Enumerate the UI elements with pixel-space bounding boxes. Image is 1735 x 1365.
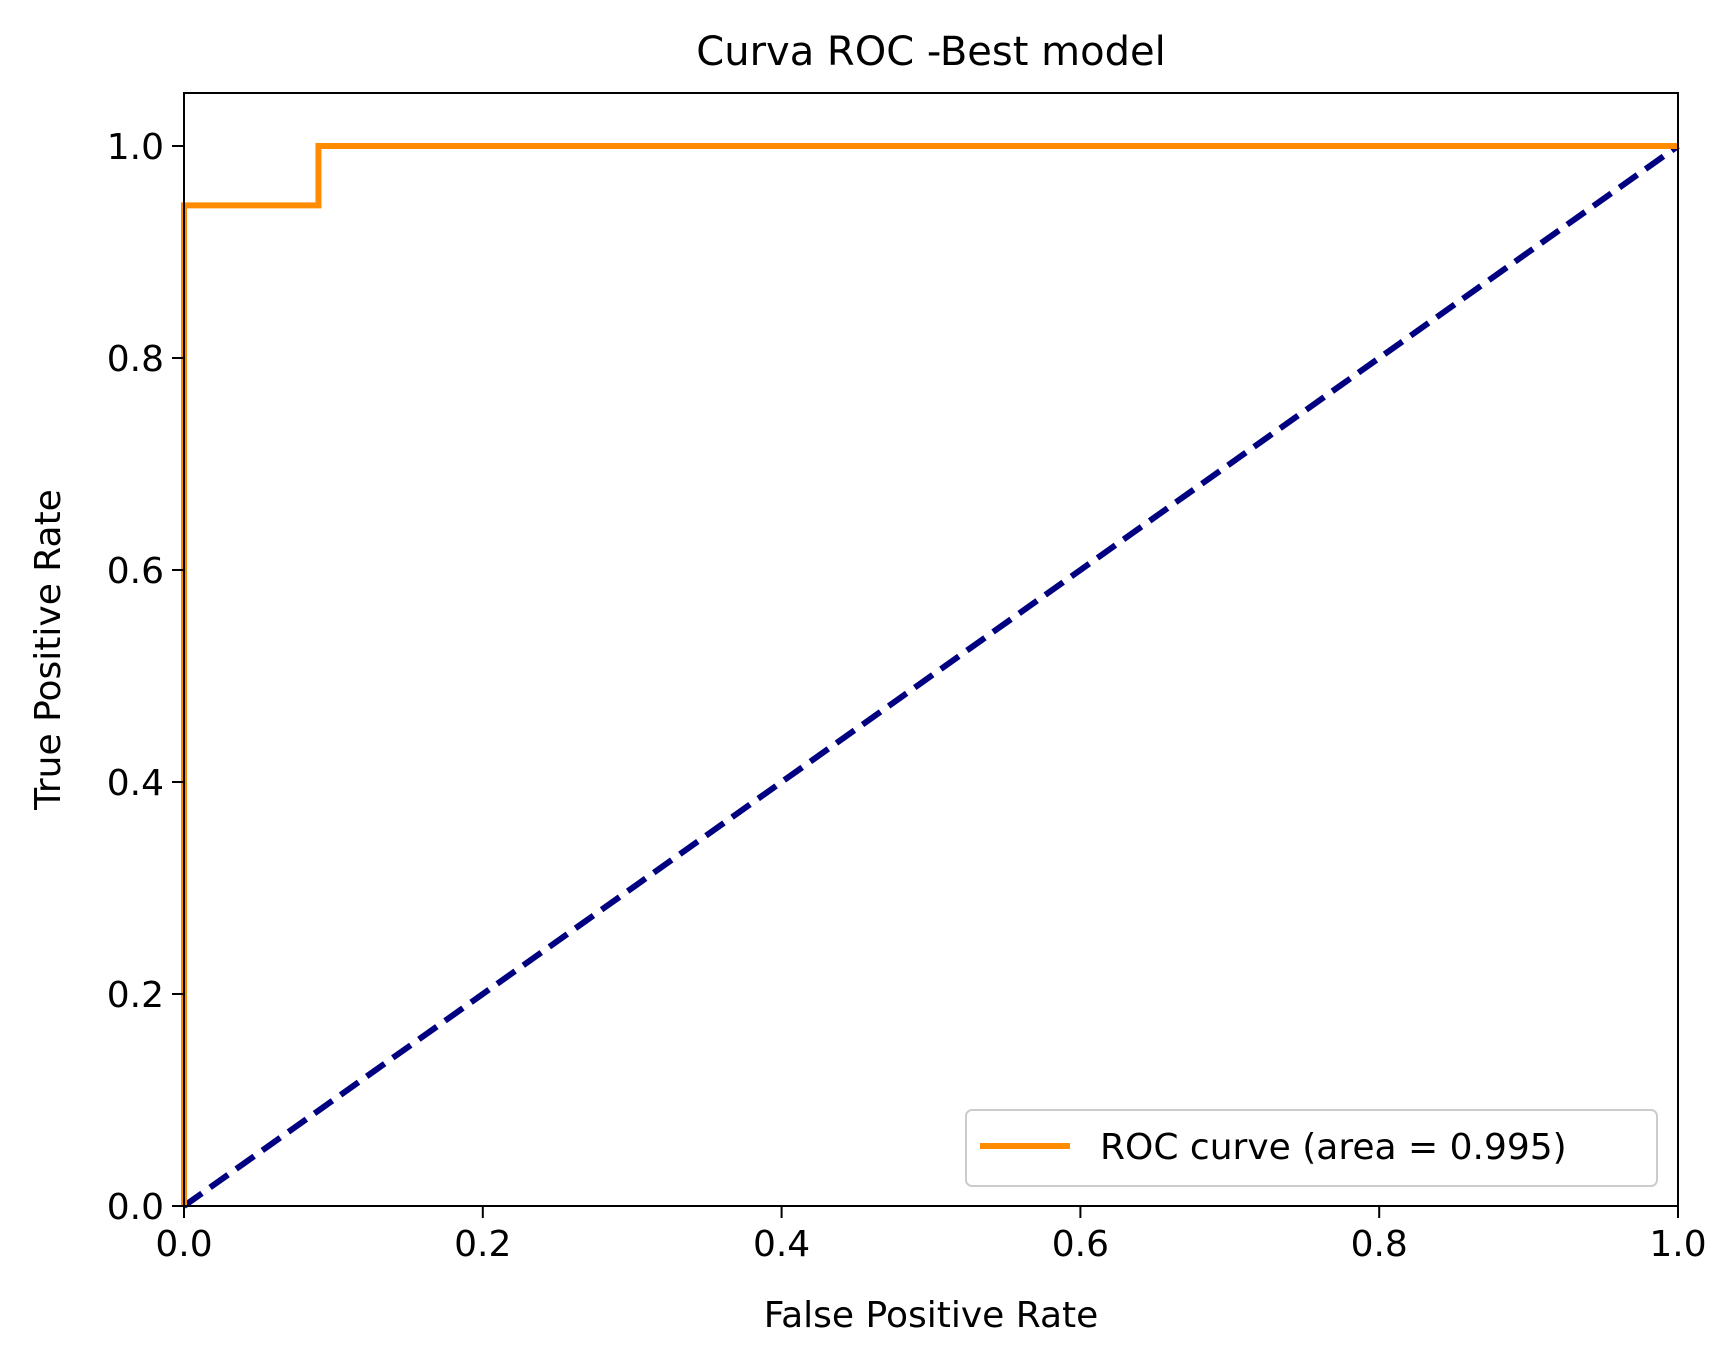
y-tick-label: 0.0 xyxy=(107,1187,164,1228)
y-tick-label: 1.0 xyxy=(107,127,164,168)
x-tick-label: 0.4 xyxy=(753,1224,810,1265)
legend-box xyxy=(965,1109,1658,1187)
y-axis-ticks: 0.0 0.2 0.4 0.6 0.8 1.0 xyxy=(107,127,184,1228)
y-tick-label: 0.8 xyxy=(107,339,164,380)
plot-area xyxy=(184,93,1678,1206)
legend: ROC curve (area = 0.995) xyxy=(965,1109,1658,1187)
x-tick-label: 0.8 xyxy=(1351,1224,1408,1265)
y-tick-label: 0.6 xyxy=(107,551,164,592)
chart-title: Curva ROC -Best model xyxy=(696,29,1165,75)
axes-frame xyxy=(183,92,1679,1207)
y-tick-label: 0.4 xyxy=(107,763,164,804)
y-axis-label: True Positive Rate xyxy=(28,489,69,811)
y-tick-label: 0.2 xyxy=(107,975,164,1016)
x-tick-label: 0.2 xyxy=(454,1224,511,1265)
legend-label-roc: ROC curve (area = 0.995) xyxy=(1100,1127,1567,1168)
x-axis-label: False Positive Rate xyxy=(764,1295,1099,1336)
x-axis-ticks: 0.0 0.2 0.4 0.6 0.8 1.0 xyxy=(155,1206,1707,1265)
x-tick-label: 0.0 xyxy=(155,1224,212,1265)
x-tick-label: 1.0 xyxy=(1649,1224,1706,1265)
x-tick-label: 0.6 xyxy=(1052,1224,1109,1265)
chance-diagonal-line xyxy=(182,143,1680,1209)
